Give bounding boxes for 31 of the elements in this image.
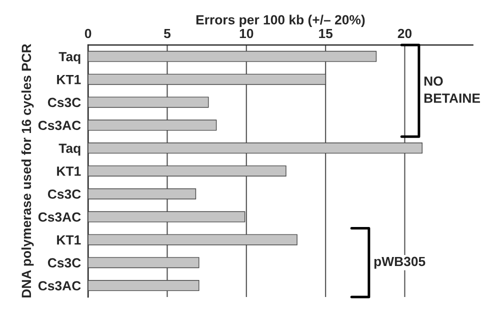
y-tick-label: Cs3C <box>48 258 81 268</box>
bar <box>88 234 298 246</box>
bar <box>88 142 422 154</box>
y-tick-label: Cs3AC <box>38 212 81 222</box>
bar <box>88 74 326 85</box>
y-tick-label: KT1 <box>57 166 81 176</box>
x-tick-label: 5 <box>164 28 171 38</box>
x-tick-label: 0 <box>84 28 92 38</box>
y-tick-label: Cs3C <box>48 98 81 108</box>
x-tick-label: 10 <box>240 28 254 38</box>
bar <box>88 120 217 131</box>
y-tick-label: Taq <box>58 52 80 64</box>
bar <box>88 280 200 292</box>
bar <box>88 96 209 108</box>
bar <box>88 188 196 200</box>
bar <box>88 50 377 62</box>
y-tick-label: KT1 <box>57 75 81 84</box>
y-tick-label: Cs3AC <box>38 120 81 130</box>
y-tick-label: Taq <box>58 144 80 156</box>
y-tick-label: Cs3AC <box>38 281 81 290</box>
bar <box>88 211 246 222</box>
x-tick-label: 20 <box>398 28 412 38</box>
bar <box>88 257 200 268</box>
y-tick-label: Cs3C <box>48 189 81 199</box>
bar <box>88 165 286 176</box>
annotation: NO BETAINE <box>424 76 480 103</box>
y-tick-label: KT1 <box>57 235 81 244</box>
y-axis-title: DNA polymerase used for 16 cycles PCR <box>21 44 34 298</box>
x-axis-title: Errors per 100 kb (+/– 20%) <box>196 14 365 28</box>
annotation: pWB305 <box>374 256 426 269</box>
x-tick-label: 15 <box>319 28 333 38</box>
